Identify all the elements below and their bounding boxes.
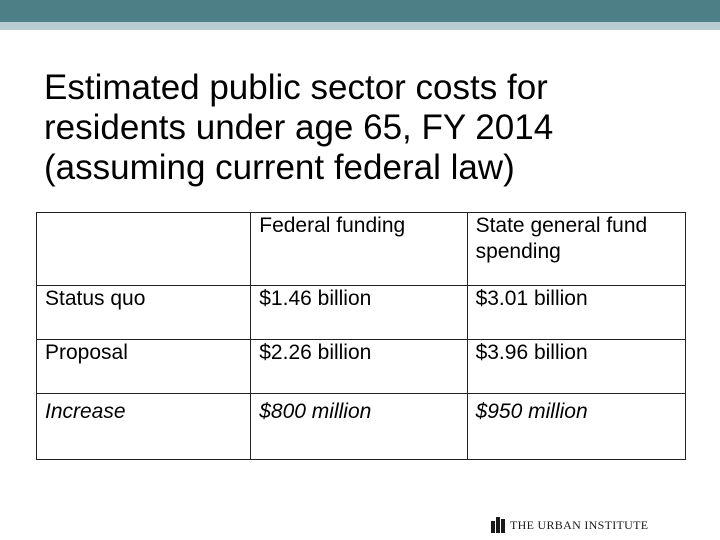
urban-institute-logo: THE URBAN INSTITUTE <box>491 515 648 535</box>
table-header-cell: State general fund spending <box>466 212 687 286</box>
row-label: Status quo <box>35 285 252 340</box>
costs-table: Federal funding State general fund spend… <box>35 212 687 460</box>
title-line: (assuming current federal law) <box>44 148 515 187</box>
logo-text: THE URBAN INSTITUTE <box>510 517 649 532</box>
title-line: residents under age 65, FY 2014 <box>44 108 554 147</box>
state-value: $3.01 billion <box>466 285 687 340</box>
table-row: Status quo $1.46 billion $3.01 billion <box>35 285 687 340</box>
header-bar-accent <box>0 22 720 30</box>
slide-title: Estimated public sector costs for reside… <box>44 68 684 188</box>
table-header-cell <box>35 212 252 286</box>
logo-mark-icon <box>491 517 506 533</box>
federal-value: $1.46 billion <box>250 285 468 340</box>
federal-value: $2.26 billion <box>250 339 468 394</box>
header-bar <box>0 0 720 22</box>
state-value: $3.96 billion <box>466 339 687 394</box>
table-header-row: Federal funding State general fund spend… <box>35 212 687 286</box>
row-label: Proposal <box>35 339 252 394</box>
state-value: $950 million <box>466 393 687 460</box>
table-row: Increase $800 million $950 million <box>35 393 687 460</box>
table-row: Proposal $2.26 billion $3.96 billion <box>35 339 687 394</box>
row-label: Increase <box>35 393 252 460</box>
federal-value: $800 million <box>250 393 468 460</box>
table-header-cell: Federal funding <box>250 212 468 286</box>
title-line: Estimated public sector costs for <box>44 68 548 107</box>
